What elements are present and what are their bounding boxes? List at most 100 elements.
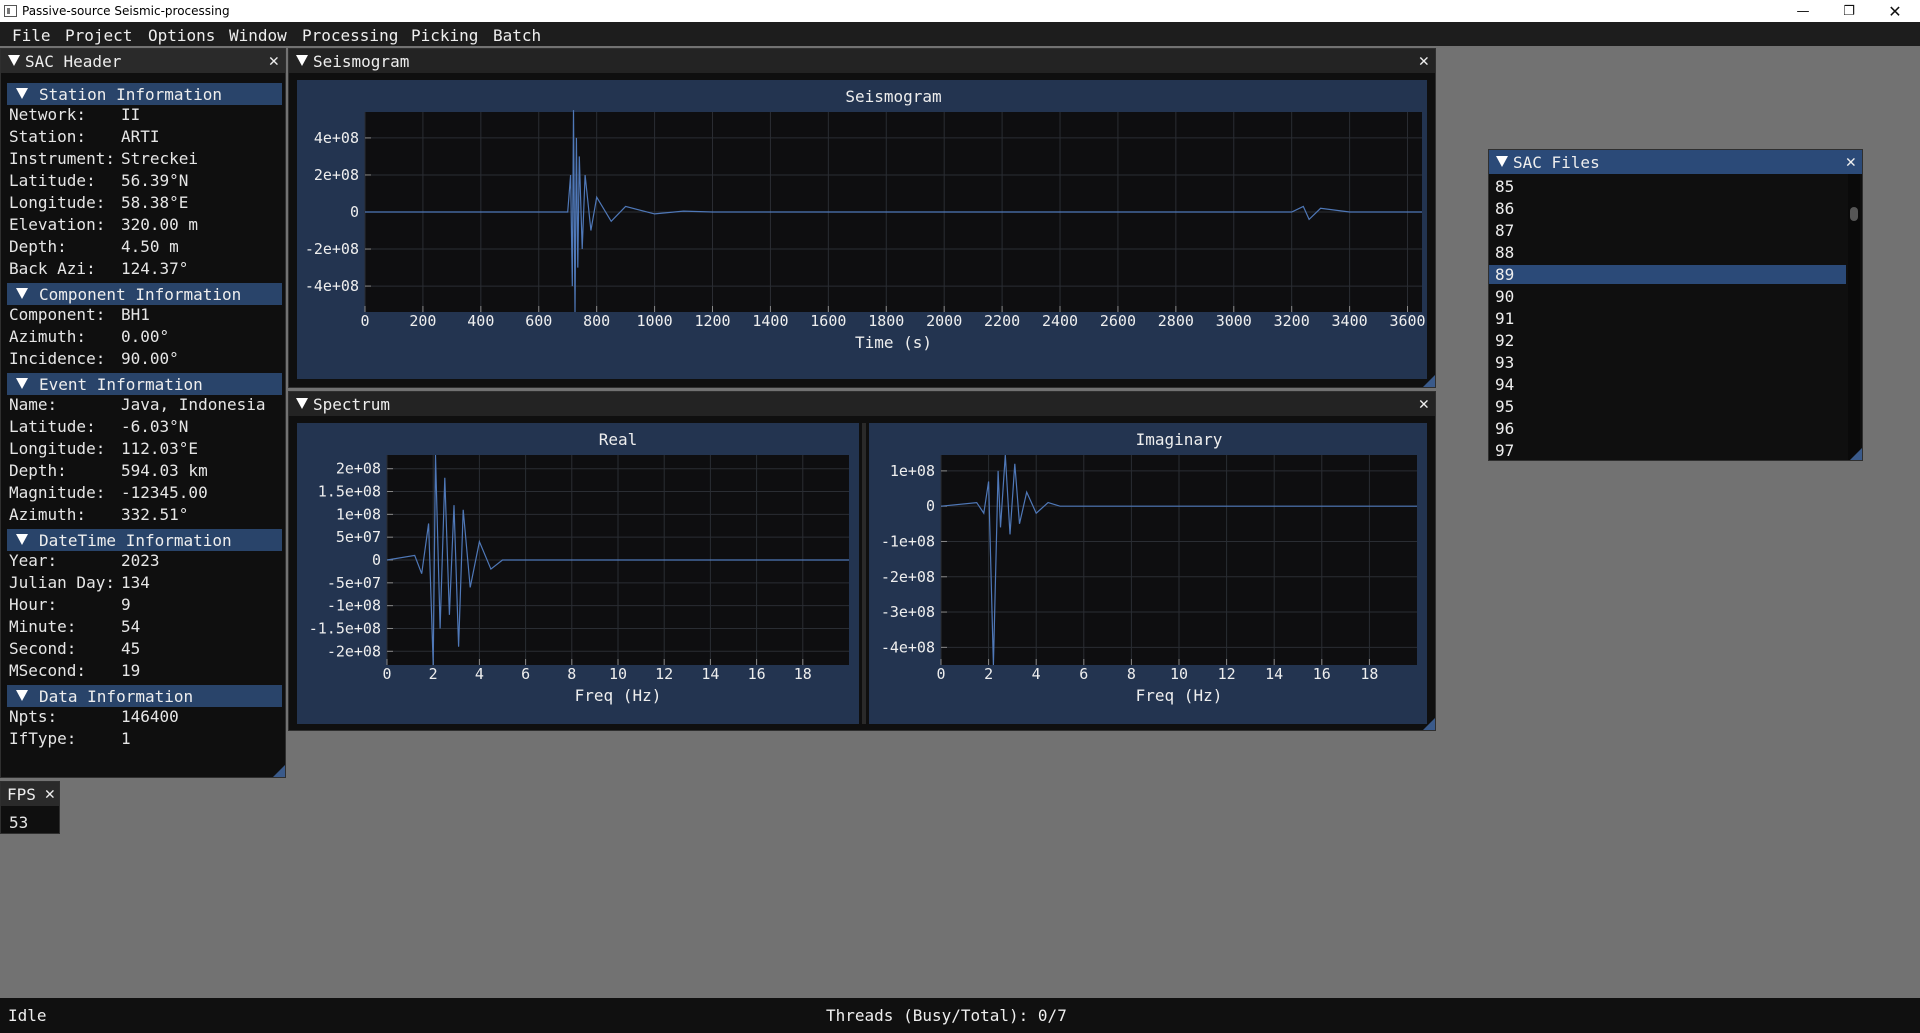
x-tick-label: 3400 [1332, 312, 1368, 330]
sac-file-item[interactable]: 93 [1495, 353, 1515, 372]
imaginary-spectrum-chart[interactable]: Imaginary 0 2 4 6 8 10 12 14 16 18 1e+08 0 -1e+08 -2e+… [869, 423, 1427, 724]
menu-options[interactable]: Options [148, 26, 216, 45]
collapse-triangle-icon[interactable] [16, 88, 28, 99]
field-label: Minute: [9, 617, 77, 636]
real-spectrum-chart[interactable]: Real 0 2 4 6 8 10 12 14 16 18 2e+08 1.5e+08 1e+08 5e+0… [297, 423, 859, 724]
section-title: DateTime Information [39, 531, 232, 550]
field-value: 58.38°E [121, 193, 189, 212]
section-header[interactable]: DateTime Information [7, 529, 282, 551]
collapse-triangle-icon[interactable] [16, 690, 28, 701]
close-icon[interactable]: ✕ [268, 51, 279, 71]
menu-processing[interactable]: Processing [302, 26, 399, 45]
header-field: Azimuth: 332.51° [9, 505, 188, 524]
resize-grip-icon[interactable] [1850, 448, 1862, 460]
header-field: Magnitude: -12345.00 [9, 483, 208, 502]
collapse-triangle-icon[interactable] [1496, 156, 1508, 167]
menu-picking[interactable]: Picking [411, 26, 479, 45]
section-title: Station Information [39, 85, 223, 104]
close-icon[interactable]: ✕ [1418, 394, 1429, 414]
sac-file-list[interactable]: 85 86 87 88 89 90 91 92 93 94 95 96 97 [1489, 174, 1849, 460]
minimize-icon[interactable]: — [1796, 3, 1810, 19]
menu-window[interactable]: Window [229, 26, 287, 45]
x-tick-label: 3600 [1389, 312, 1425, 330]
resize-grip-icon[interactable] [1423, 375, 1435, 387]
field-value: 56.39°N [121, 171, 189, 190]
sac-file-item[interactable]: 92 [1495, 331, 1515, 350]
field-label: Component: [9, 305, 106, 324]
splitter[interactable] [862, 423, 866, 724]
field-label: Longitude: [9, 193, 106, 212]
menu-batch[interactable]: Batch [493, 26, 542, 45]
field-label: Latitude: [9, 417, 96, 436]
collapse-triangle-icon[interactable] [8, 55, 20, 66]
header-field: Station: ARTI [9, 127, 160, 146]
close-icon[interactable]: ✕ [44, 784, 55, 804]
seismogram-plot[interactable]: Seismogram 0 200 400 600 800 1000 1200 1400 1600 1… [297, 80, 1427, 379]
sac-file-item[interactable]: 96 [1495, 419, 1515, 438]
field-label: Station: [9, 127, 87, 146]
resize-grip-icon[interactable] [1423, 718, 1435, 730]
resize-grip-icon[interactable] [273, 765, 285, 777]
x-axis-label: Freq (Hz) [1136, 686, 1223, 705]
y-tick-label: -4e+08 [881, 638, 935, 656]
collapse-triangle-icon[interactable] [16, 534, 28, 545]
x-tick-label: 18 [794, 665, 812, 683]
menu-project[interactable]: Project [65, 26, 133, 45]
section-header[interactable]: Component Information [7, 283, 282, 305]
status-text: Idle [8, 1006, 47, 1025]
sac-files-titlebar[interactable]: SAC Files ✕ [1489, 150, 1862, 174]
x-tick-label: 16 [748, 665, 766, 683]
field-label: Network: [9, 105, 87, 124]
header-field: Latitude: -6.03°N [9, 417, 188, 436]
section-header[interactable]: Data Information [7, 685, 282, 707]
x-tick-label: 2000 [926, 312, 962, 330]
sac-file-item[interactable]: 87 [1495, 221, 1515, 240]
collapse-triangle-icon[interactable] [16, 378, 28, 389]
close-icon[interactable]: ✕ [1418, 51, 1429, 71]
close-window-icon[interactable]: ✕ [1888, 1, 1902, 21]
seismogram-titlebar[interactable]: Seismogram ✕ [289, 49, 1435, 73]
fps-panel: FPS ✕ 53 [0, 781, 60, 834]
seismogram-window: Seismogram ✕ Seismogram 0 200 400 600 800 1000… [288, 48, 1436, 388]
menu-file[interactable]: File [12, 26, 51, 45]
collapse-triangle-icon[interactable] [296, 398, 308, 409]
x-tick-label: 8 [567, 665, 576, 683]
restore-icon[interactable]: ❐ [1843, 3, 1855, 19]
section-header[interactable]: Event Information [7, 373, 282, 395]
imaginary-spectrum-plot[interactable]: Imaginary 0 2 4 6 8 10 12 14 16 18 1e+08 0 -1e+08 -2e+… [869, 423, 1427, 724]
collapse-triangle-icon[interactable] [296, 55, 308, 66]
field-value: 320.00 m [121, 215, 199, 234]
field-value: BH1 [121, 305, 150, 324]
header-field: Second: 45 [9, 639, 140, 658]
header-field: Network: II [9, 105, 140, 124]
collapse-triangle-icon[interactable] [16, 288, 28, 299]
fps-titlebar[interactable]: FPS ✕ [1, 782, 59, 806]
sac-file-item[interactable]: 85 [1495, 177, 1515, 196]
field-value: ARTI [121, 127, 160, 146]
sac-header-titlebar[interactable]: SAC Header ✕ [1, 49, 285, 73]
scrollbar-track[interactable] [1848, 174, 1860, 460]
y-tick-label: -3e+08 [881, 603, 935, 621]
field-label: Julian Day: [9, 573, 115, 592]
sac-file-item[interactable]: 90 [1495, 287, 1515, 306]
x-tick-label: 3200 [1274, 312, 1310, 330]
seismogram-chart[interactable]: Seismogram 0 200 400 600 800 1000 1200 1400 1600 1… [297, 80, 1427, 379]
spectrum-titlebar[interactable]: Spectrum ✕ [289, 392, 1435, 416]
x-tick-label: 6 [521, 665, 530, 683]
real-spectrum-plot[interactable]: Real 0 2 4 6 8 10 12 14 16 18 2e+08 1.5e+08 1e+08 5e+0… [297, 423, 859, 724]
y-tick-label: 1.5e+08 [318, 483, 381, 501]
header-field: Instrument: Streckei [9, 149, 198, 168]
sac-file-item[interactable]: 97 [1495, 441, 1515, 460]
scrollbar-thumb[interactable] [1850, 207, 1858, 221]
sac-file-item[interactable]: 88 [1495, 243, 1515, 262]
field-label: Second: [9, 639, 77, 658]
close-icon[interactable]: ✕ [1845, 152, 1856, 172]
sac-file-item[interactable]: 95 [1495, 397, 1515, 416]
header-field: Incidence: 90.00° [9, 349, 179, 368]
sac-file-item[interactable]: 89 [1489, 265, 1846, 284]
header-field: Depth: 594.03 km [9, 461, 208, 480]
sac-file-item[interactable]: 91 [1495, 309, 1515, 328]
section-header[interactable]: Station Information [7, 83, 282, 105]
sac-file-item[interactable]: 94 [1495, 375, 1515, 394]
sac-file-item[interactable]: 86 [1495, 199, 1515, 218]
